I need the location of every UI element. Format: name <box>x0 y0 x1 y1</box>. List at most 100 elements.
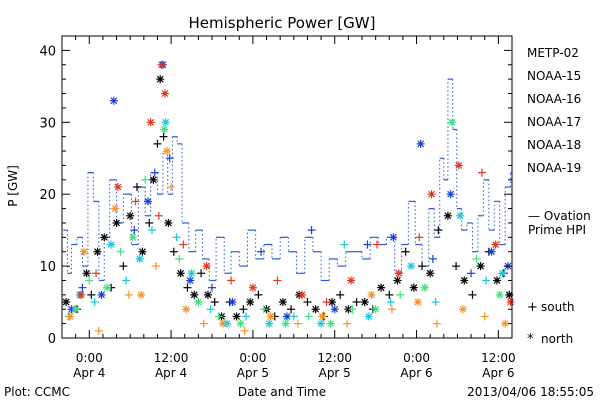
data-point-north <box>182 305 191 314</box>
data-point-south <box>206 305 215 314</box>
data-point-south <box>130 226 139 235</box>
legend-item-noaa-19: NOAA-19 <box>527 161 581 175</box>
plot-frame <box>61 35 513 339</box>
data-point-south <box>172 233 181 242</box>
data-point-north <box>248 283 257 292</box>
data-point-north <box>427 190 436 199</box>
footer-credit: Plot: CCMC <box>4 385 70 399</box>
data-point-north <box>311 305 320 314</box>
data-point-north <box>367 290 376 299</box>
data-point-north <box>71 305 80 314</box>
data-point-south <box>150 168 159 177</box>
data-point-north <box>128 233 137 242</box>
x-tick-time: 0:00 <box>403 351 430 365</box>
data-point-south <box>343 319 351 328</box>
data-point-north <box>138 247 147 256</box>
data-point-south <box>352 298 361 307</box>
data-point-south <box>165 154 174 163</box>
data-point-south <box>322 298 331 307</box>
data-point-south <box>433 319 441 328</box>
x-tick-date: Apr 4 <box>73 366 105 380</box>
data-point-south <box>386 298 395 307</box>
x-tick-time: 0:00 <box>76 351 103 365</box>
x-tick-date: Apr 5 <box>237 366 269 380</box>
data-point-north <box>160 125 169 134</box>
data-point-north <box>82 269 91 278</box>
data-point-south <box>431 298 440 307</box>
x-tick-date: Apr 4 <box>155 366 187 380</box>
data-point-north <box>298 290 306 299</box>
x-tick-time: 12:00 <box>481 351 516 365</box>
data-point-south <box>348 305 357 314</box>
data-point-south <box>85 276 94 285</box>
data-point-north <box>236 319 245 328</box>
footer-timestamp: 2013/04/06 18:55:05 <box>467 385 594 399</box>
data-point-north <box>186 276 195 285</box>
data-point-south <box>124 290 133 299</box>
data-point-south <box>340 240 349 249</box>
legend-item-noaa-18: NOAA-18 <box>527 138 581 152</box>
data-point-north <box>77 290 86 299</box>
data-point-south <box>131 197 140 206</box>
data-point-north <box>458 305 467 314</box>
data-point-north <box>160 89 169 98</box>
data-point-north <box>283 312 291 321</box>
data-point-north <box>111 204 120 213</box>
data-point-north <box>491 240 500 249</box>
y-tick-label: 30 <box>39 116 56 131</box>
data-point-north <box>443 211 452 220</box>
ovation-series <box>63 78 512 282</box>
data-point-north <box>413 298 422 307</box>
data-point-north <box>103 283 111 292</box>
data-point-south <box>303 298 312 307</box>
data-point-south <box>428 254 437 263</box>
data-point-north <box>190 290 199 299</box>
data-point-north <box>164 218 173 227</box>
data-point-south <box>152 262 161 271</box>
data-point-north <box>487 247 496 256</box>
data-point-north <box>157 60 166 69</box>
data-point-south <box>418 262 426 271</box>
data-point-south <box>242 312 251 321</box>
data-point-north <box>317 319 326 328</box>
data-point-north <box>448 118 456 127</box>
data-point-south <box>159 132 168 141</box>
data-point-north <box>278 298 287 307</box>
data-point-north <box>156 75 165 84</box>
data-point-south <box>183 283 192 292</box>
data-point-north <box>493 276 501 285</box>
data-point-south <box>197 269 206 278</box>
x-tick-time: 12:00 <box>317 351 352 365</box>
data-point-north <box>377 283 386 292</box>
data-point-south <box>254 290 263 299</box>
data-point-north <box>318 312 327 321</box>
data-point-south <box>482 276 491 285</box>
data-point-north <box>281 319 290 328</box>
data-point-north <box>202 262 211 271</box>
data-point-south <box>122 276 131 285</box>
x-tick-time: 0:00 <box>239 351 266 365</box>
data-point-south <box>385 290 394 299</box>
data-point-south <box>92 269 101 278</box>
data-point-north <box>218 319 227 328</box>
data-point-north <box>460 276 469 285</box>
data-point-south <box>287 305 296 314</box>
data-point-north <box>409 283 418 292</box>
marker-legend: + south * north <box>527 300 575 347</box>
ovation-legend-line2: Prime HPI <box>528 223 586 237</box>
data-point-south <box>304 312 313 321</box>
data-point-south <box>87 290 96 299</box>
data-point-south <box>257 247 266 256</box>
data-point-north <box>364 312 373 321</box>
data-point-south <box>94 326 103 335</box>
data-point-north <box>176 269 185 278</box>
data-point-south <box>119 262 128 271</box>
data-point-south <box>478 168 486 177</box>
data-point-south <box>273 276 282 285</box>
y-tick-label: 40 <box>39 44 56 59</box>
data-point-north <box>135 254 144 263</box>
y-axis-label: P [GW] <box>6 165 20 207</box>
data-point-north <box>126 211 135 220</box>
data-point-north <box>149 175 158 184</box>
